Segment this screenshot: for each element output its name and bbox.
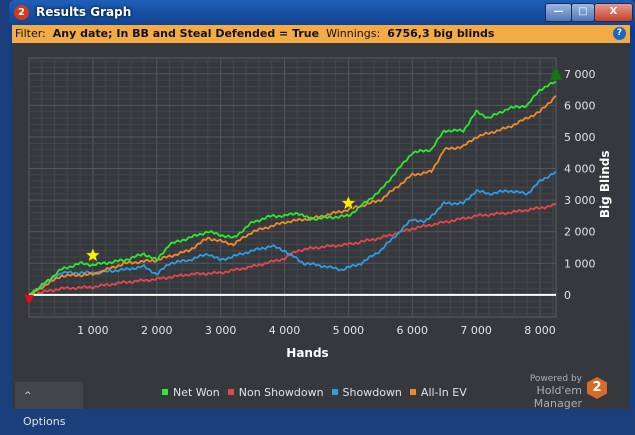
x-tick-label: 4 000 — [269, 324, 301, 337]
help-icon[interactable]: ? — [613, 27, 626, 40]
y-tick-label: 5 000 — [564, 131, 596, 144]
x-tick-label: 5 000 — [333, 324, 365, 337]
y-tick-label: 3 000 — [564, 194, 596, 207]
y-tick-label: 6 000 — [564, 99, 596, 112]
x-tick-label: 1 000 — [77, 324, 109, 337]
x-tick-label: 3 000 — [205, 324, 237, 337]
series-line-net-won — [28, 80, 557, 296]
winnings-value: 6756,3 big blinds — [387, 27, 495, 40]
x-axis-label: Hands — [286, 346, 328, 360]
chevron-up-icon: ^ — [24, 391, 32, 401]
results-graph-window: 2 Results Graph — □ X Filter: Any date; … — [9, 0, 635, 428]
series-line-non-showdown — [28, 203, 557, 296]
chart-legend: Net Won Non Showdown Showdown All-In EV — [162, 386, 467, 399]
filter-bar: Filter: Any date; In BB and Steal Defend… — [12, 25, 630, 43]
star-marker — [340, 195, 357, 210]
series-line-showdown — [28, 170, 557, 296]
series-line-all-in-ev — [28, 95, 557, 296]
x-tick-label: 2 000 — [141, 324, 173, 337]
hem2-logo: 2 — [587, 377, 607, 399]
star-marker — [85, 247, 101, 263]
window-title: Results Graph — [36, 5, 132, 19]
winnings-label: Winnings: — [326, 27, 381, 40]
legend-item-showdown[interactable]: Showdown — [331, 386, 402, 399]
end-marker-triangle — [550, 66, 562, 80]
x-tick-label: 8 000 — [524, 324, 556, 337]
y-axis-label: Big Blinds — [598, 150, 612, 218]
powered-by-text: Powered by — [529, 374, 582, 384]
options-label: Options — [23, 415, 66, 428]
hem2-icon: 2 — [14, 5, 29, 20]
y-tick-label: 4 000 — [564, 163, 596, 176]
legend-item-non-showdown[interactable]: Non Showdown — [227, 386, 324, 399]
filter-label: Filter: — [15, 27, 46, 40]
close-button[interactable]: X — [594, 3, 633, 22]
start-marker-triangle — [24, 294, 34, 305]
title-bar[interactable]: 2 Results Graph — □ X — [9, 0, 635, 25]
legend-item-net-won[interactable]: Net Won — [162, 386, 220, 399]
product-name: Hold'em Manager — [533, 384, 582, 410]
branding: Powered by Hold'em Manager — [492, 374, 582, 410]
y-tick-label: 2 000 — [564, 226, 596, 239]
results-chart: 1 000 2 000 3 000 4 000 5 000 6 000 7 000 8 000… — [24, 57, 612, 360]
x-tick-label: 6 000 — [397, 324, 429, 337]
x-tick-label: 7 000 — [460, 324, 492, 337]
y-tick-label: 7 000 — [564, 68, 596, 81]
minimize-button[interactable]: — — [545, 3, 572, 22]
legend-item-all-in-ev[interactable]: All-In EV — [409, 386, 467, 399]
y-tick-label: 1 000 — [564, 257, 596, 270]
y-tick-label: 0 — [564, 289, 571, 302]
graph-panel: 1 000 2 000 3 000 4 000 5 000 6 000 7 000 8 000… — [12, 43, 630, 428]
options-button[interactable]: ^ Options — [15, 382, 83, 428]
maximize-button[interactable]: □ — [571, 3, 595, 22]
filter-value: Any date; In BB and Steal Defended = Tru… — [52, 27, 320, 40]
